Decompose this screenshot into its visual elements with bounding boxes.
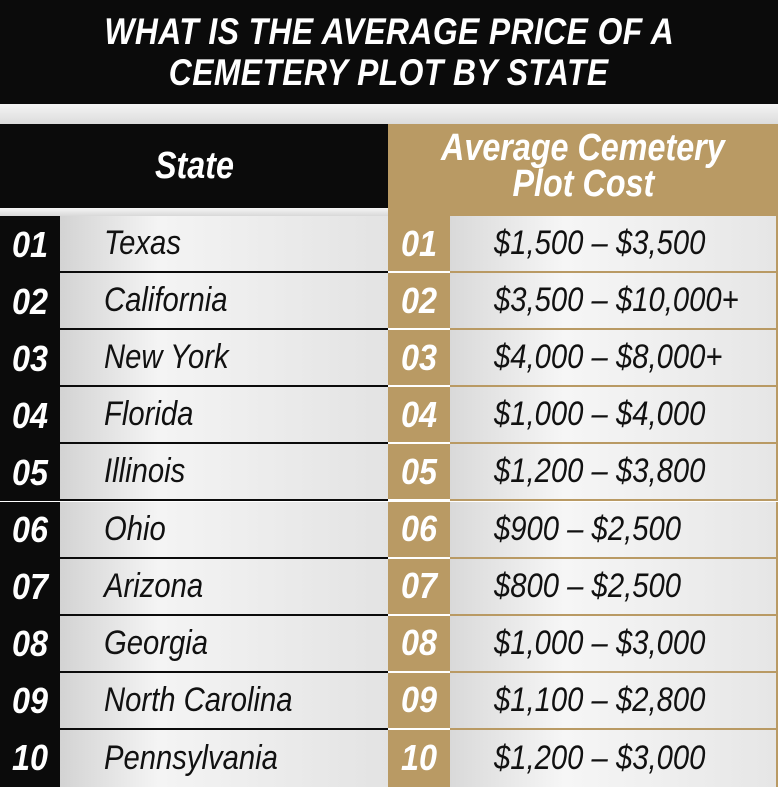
cost-value: $1,000 – $3,000: [494, 623, 706, 662]
cost-cell: $900 – $2,500: [450, 501, 778, 559]
cost-rank: 07: [388, 558, 450, 616]
cost-column-header: Average Cemetery Plot Cost: [388, 124, 778, 208]
cost-value: $4,000 – $8,000+: [494, 338, 723, 377]
cost-cell: $1,200 – $3,000: [450, 729, 778, 787]
state-cell: Ohio: [60, 501, 388, 559]
cost-cell: $4,000 – $8,000+: [450, 330, 778, 388]
cost-header-line-1: Average Cemetery: [441, 127, 725, 169]
cost-rank: 01: [388, 216, 450, 274]
state-name: Illinois: [104, 452, 186, 491]
state-rank: 01: [0, 216, 60, 274]
title-line-2: CEMETERY PLOT BY STATE: [169, 52, 609, 93]
state-rank: 02: [0, 273, 60, 331]
state-cell: Pennsylvania: [60, 729, 388, 787]
table-row: 08 Georgia 08 $1,000 – $3,000: [0, 615, 778, 673]
cost-rank: 09: [388, 672, 450, 730]
state-cell: New York: [60, 330, 388, 388]
state-rank: 10: [0, 729, 60, 787]
state-name: Georgia: [104, 623, 209, 662]
state-rank: 06: [0, 501, 60, 559]
state-rank: 08: [0, 615, 60, 673]
table-row: 02 California 02 $3,500 – $10,000+: [0, 273, 778, 331]
state-name: New York: [104, 338, 229, 377]
state-name: California: [104, 281, 228, 320]
cost-cell: $1,100 – $2,800: [450, 672, 778, 730]
table-body: 01 Texas 01 $1,500 – $3,500 02 Californi…: [0, 216, 778, 787]
state-rank: 09: [0, 672, 60, 730]
table-row: 03 New York 03 $4,000 – $8,000+: [0, 330, 778, 388]
cost-rank: 08: [388, 615, 450, 673]
table-row: 09 North Carolina 09 $1,100 – $2,800: [0, 672, 778, 730]
state-cell: Illinois: [60, 444, 388, 502]
header-separator-right: [388, 208, 778, 216]
cost-value: $1,200 – $3,800: [494, 452, 706, 491]
state-cell: California: [60, 273, 388, 331]
title-banner: WHAT IS THE AVERAGE PRICE OF A CEMETERY …: [0, 0, 778, 104]
state-name: Texas: [104, 224, 181, 263]
state-name: Florida: [104, 395, 194, 434]
state-rank: 07: [0, 558, 60, 616]
cost-cell: $800 – $2,500: [450, 558, 778, 616]
state-rank: 04: [0, 387, 60, 445]
cost-value: $3,500 – $10,000+: [494, 281, 739, 320]
state-cell: Georgia: [60, 615, 388, 673]
table-row: 10 Pennsylvania 10 $1,200 – $3,000: [0, 729, 778, 787]
table-row: 01 Texas 01 $1,500 – $3,500: [0, 216, 778, 274]
table-row: 04 Florida 04 $1,000 – $4,000: [0, 387, 778, 445]
table-row: 05 Illinois 05 $1,200 – $3,800: [0, 444, 778, 502]
state-cell: North Carolina: [60, 672, 388, 730]
cost-rank: 05: [388, 444, 450, 502]
state-header-label: State: [154, 145, 234, 187]
cost-rank: 04: [388, 387, 450, 445]
cost-value: $1,200 – $3,000: [494, 738, 706, 777]
table-row: 07 Arizona 07 $800 – $2,500: [0, 558, 778, 616]
state-name: North Carolina: [104, 680, 293, 719]
cost-value: $900 – $2,500: [494, 509, 681, 548]
table-row: 06 Ohio 06 $900 – $2,500: [0, 501, 778, 559]
cost-value: $1,100 – $2,800: [494, 680, 706, 719]
divider-band: [0, 104, 778, 124]
cost-cell: $1,200 – $3,800: [450, 444, 778, 502]
state-name: Pennsylvania: [104, 738, 278, 777]
state-rank: 05: [0, 444, 60, 502]
cost-cell: $1,500 – $3,500: [450, 216, 778, 274]
cost-header-line-2: Plot Cost: [512, 163, 654, 205]
state-cell: Florida: [60, 387, 388, 445]
state-cell: Arizona: [60, 558, 388, 616]
cost-rank: 02: [388, 273, 450, 331]
cost-value: $1,500 – $3,500: [494, 224, 706, 263]
state-name: Ohio: [104, 509, 166, 548]
cost-value: $800 – $2,500: [494, 566, 681, 605]
state-name: Arizona: [104, 566, 204, 605]
cost-rank: 10: [388, 729, 450, 787]
cost-cell: $1,000 – $3,000: [450, 615, 778, 673]
cost-cell: $3,500 – $10,000+: [450, 273, 778, 331]
header-separator-left: [0, 208, 388, 216]
state-rank: 03: [0, 330, 60, 388]
cost-rank: 06: [388, 501, 450, 559]
cost-rank: 03: [388, 330, 450, 388]
cost-value: $1,000 – $4,000: [494, 395, 706, 434]
cost-cell: $1,000 – $4,000: [450, 387, 778, 445]
state-cell: Texas: [60, 216, 388, 274]
title-line-1: WHAT IS THE AVERAGE PRICE OF A: [104, 11, 674, 52]
state-column-header: State: [0, 124, 388, 208]
